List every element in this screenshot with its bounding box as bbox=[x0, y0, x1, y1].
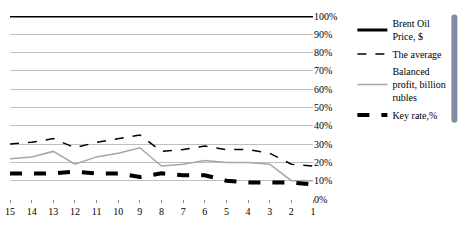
svg-text:90%: 90% bbox=[314, 29, 332, 40]
svg-text:10: 10 bbox=[113, 206, 123, 217]
svg-text:4: 4 bbox=[246, 206, 251, 217]
svg-text:20%: 20% bbox=[314, 157, 332, 168]
svg-text:3: 3 bbox=[267, 206, 272, 217]
svg-text:Key rate,%: Key rate,% bbox=[392, 110, 437, 121]
svg-text:0%: 0% bbox=[314, 194, 327, 205]
svg-text:9: 9 bbox=[137, 206, 142, 217]
svg-text:15: 15 bbox=[5, 206, 15, 217]
svg-text:Balancedprofit, billionrubles: Balancedprofit, billionrubles bbox=[392, 66, 445, 103]
svg-text:5: 5 bbox=[224, 206, 229, 217]
svg-text:7: 7 bbox=[181, 206, 186, 217]
svg-text:100%: 100% bbox=[314, 11, 337, 22]
svg-text:10%: 10% bbox=[314, 175, 332, 186]
svg-text:Brent OilPrice, $: Brent OilPrice, $ bbox=[392, 18, 430, 42]
svg-text:12: 12 bbox=[70, 206, 80, 217]
svg-text:30%: 30% bbox=[314, 139, 332, 150]
svg-text:70%: 70% bbox=[314, 65, 332, 76]
svg-text:The average: The average bbox=[392, 49, 442, 60]
svg-text:2: 2 bbox=[289, 206, 294, 217]
svg-text:13: 13 bbox=[48, 206, 58, 217]
svg-text:50%: 50% bbox=[314, 102, 332, 113]
svg-text:1: 1 bbox=[311, 206, 316, 217]
svg-text:60%: 60% bbox=[314, 84, 332, 95]
svg-text:11: 11 bbox=[92, 206, 102, 217]
svg-text:8: 8 bbox=[159, 206, 164, 217]
svg-text:6: 6 bbox=[202, 206, 207, 217]
svg-text:40%: 40% bbox=[314, 120, 332, 131]
svg-text:80%: 80% bbox=[314, 47, 332, 58]
svg-text:14: 14 bbox=[27, 206, 37, 217]
